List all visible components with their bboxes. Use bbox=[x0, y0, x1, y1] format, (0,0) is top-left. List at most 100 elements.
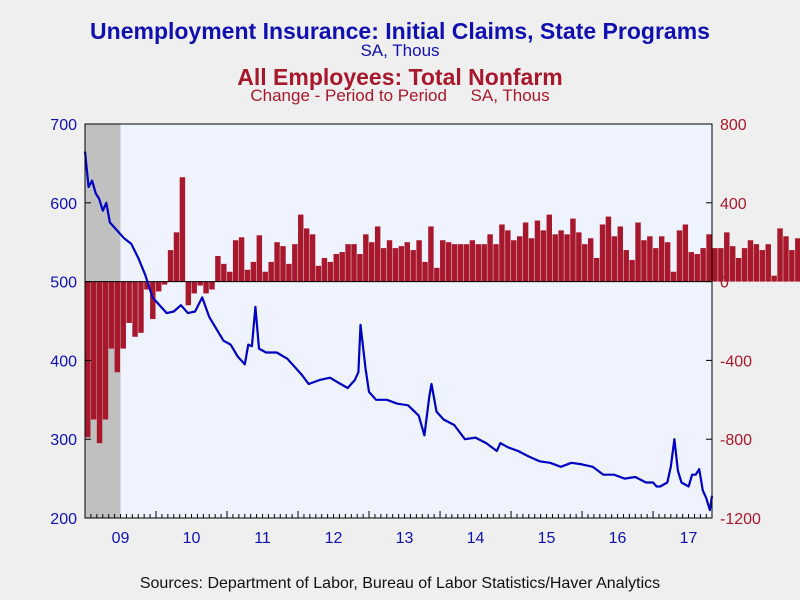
payroll-bar bbox=[232, 240, 239, 282]
payroll-bar bbox=[209, 281, 215, 290]
payroll-bar bbox=[386, 240, 393, 282]
payroll-bar bbox=[611, 236, 618, 282]
payroll-bar bbox=[191, 281, 197, 294]
source-note: Sources: Department of Labor, Bureau of … bbox=[139, 575, 661, 592]
plot-area bbox=[85, 124, 712, 518]
payroll-bar bbox=[753, 244, 760, 282]
payroll-bar bbox=[493, 244, 499, 282]
payroll-bar bbox=[641, 240, 647, 282]
x-tick-label: 17 bbox=[680, 530, 698, 547]
payroll-bar bbox=[422, 261, 428, 282]
payroll-bar bbox=[126, 281, 132, 323]
payroll-bar bbox=[522, 222, 529, 282]
payroll-bar bbox=[528, 238, 535, 282]
payroll-bar bbox=[481, 244, 487, 282]
payroll-bars bbox=[85, 177, 800, 444]
payroll-bar bbox=[783, 236, 789, 282]
right-tick-label: -400 bbox=[720, 353, 752, 370]
payroll-bar bbox=[475, 244, 481, 282]
payroll-bar bbox=[629, 259, 635, 282]
payroll-bar bbox=[623, 250, 629, 282]
x-tick-label: 10 bbox=[183, 530, 201, 547]
payroll-bar bbox=[463, 244, 470, 282]
payroll-bar bbox=[132, 281, 138, 337]
payroll-bar bbox=[617, 226, 624, 282]
payroll-bar bbox=[321, 257, 328, 282]
payroll-bar bbox=[469, 240, 476, 282]
payroll-bar bbox=[718, 248, 724, 282]
payroll-bar bbox=[96, 281, 103, 444]
payroll-bar bbox=[724, 232, 730, 282]
payroll-bar bbox=[345, 244, 351, 282]
payroll-bar bbox=[694, 254, 700, 282]
payroll-bar bbox=[374, 226, 381, 282]
payroll-bar bbox=[712, 248, 718, 282]
payroll-bar bbox=[203, 281, 209, 294]
payroll-bar bbox=[102, 281, 109, 420]
payroll-bar bbox=[215, 255, 221, 282]
payroll-bar bbox=[274, 242, 280, 282]
payroll-bar bbox=[185, 281, 192, 306]
payroll-bar bbox=[333, 254, 339, 282]
payroll-bar bbox=[138, 281, 144, 333]
chart-title-claims: Unemployment Insurance: Initial Claims, … bbox=[90, 18, 710, 44]
payroll-bar bbox=[173, 232, 180, 282]
payroll-bar bbox=[670, 271, 677, 282]
payroll-bar bbox=[161, 281, 168, 285]
payroll-bar bbox=[108, 281, 115, 349]
payroll-bar bbox=[280, 246, 286, 282]
x-tick-label: 13 bbox=[396, 530, 414, 547]
payroll-bar bbox=[150, 281, 156, 320]
right-tick-label: 0 bbox=[720, 275, 729, 292]
payroll-bar bbox=[244, 269, 251, 282]
payroll-bar bbox=[268, 261, 274, 282]
left-tick-label: 600 bbox=[50, 196, 77, 213]
payroll-bar bbox=[238, 237, 245, 282]
chart-subtitle-claims: SA, Thous bbox=[360, 41, 440, 60]
payroll-bar bbox=[593, 257, 600, 282]
left-tick-label: 500 bbox=[50, 275, 77, 292]
payroll-bar bbox=[179, 177, 186, 282]
payroll-bar bbox=[451, 244, 458, 282]
payroll-bar bbox=[540, 230, 547, 282]
payroll-bar bbox=[499, 224, 505, 282]
payroll-bar bbox=[114, 281, 121, 373]
payroll-bar bbox=[741, 248, 748, 282]
payroll-bar bbox=[286, 263, 292, 282]
payroll-bar bbox=[505, 230, 511, 282]
payroll-bar bbox=[144, 281, 150, 290]
payroll-bar bbox=[303, 228, 310, 282]
payroll-bar bbox=[777, 228, 783, 282]
right-tick-label: 400 bbox=[720, 196, 747, 213]
payroll-bar bbox=[487, 234, 493, 282]
payroll-bar bbox=[534, 220, 541, 282]
payroll-bar bbox=[357, 254, 363, 282]
payroll-bar bbox=[605, 216, 612, 282]
payroll-bar bbox=[410, 250, 416, 282]
left-tick-label: 700 bbox=[50, 117, 77, 134]
payroll-bar bbox=[682, 224, 689, 282]
left-tick-label: 200 bbox=[50, 511, 77, 528]
payroll-bar bbox=[197, 281, 203, 286]
x-tick-label: 09 bbox=[112, 530, 130, 547]
chart-subtitle-payrolls: Change - Period to Period SA, Thous bbox=[250, 86, 550, 105]
right-axis: -1200 -800 -400 0 400 800 bbox=[706, 117, 761, 528]
left-tick-label: 300 bbox=[50, 432, 77, 449]
x-tick-label: 14 bbox=[467, 530, 485, 547]
x-axis: 09 10 11 12 13 14 15 16 17 bbox=[84, 511, 707, 547]
payroll-bar bbox=[298, 214, 304, 282]
left-axis: 200 300 400 500 600 700 bbox=[50, 117, 91, 528]
payroll-bar bbox=[558, 230, 564, 282]
payroll-bar bbox=[227, 271, 233, 282]
payroll-bar bbox=[795, 238, 800, 282]
payroll-bar bbox=[398, 246, 405, 282]
payroll-bar bbox=[516, 236, 523, 282]
payroll-bar bbox=[156, 281, 162, 292]
x-tick-label: 15 bbox=[538, 530, 556, 547]
payroll-bar bbox=[706, 234, 712, 282]
payroll-bar bbox=[582, 244, 588, 282]
payroll-bar bbox=[765, 244, 771, 282]
payroll-bar bbox=[647, 236, 653, 282]
payroll-bar bbox=[445, 242, 452, 282]
